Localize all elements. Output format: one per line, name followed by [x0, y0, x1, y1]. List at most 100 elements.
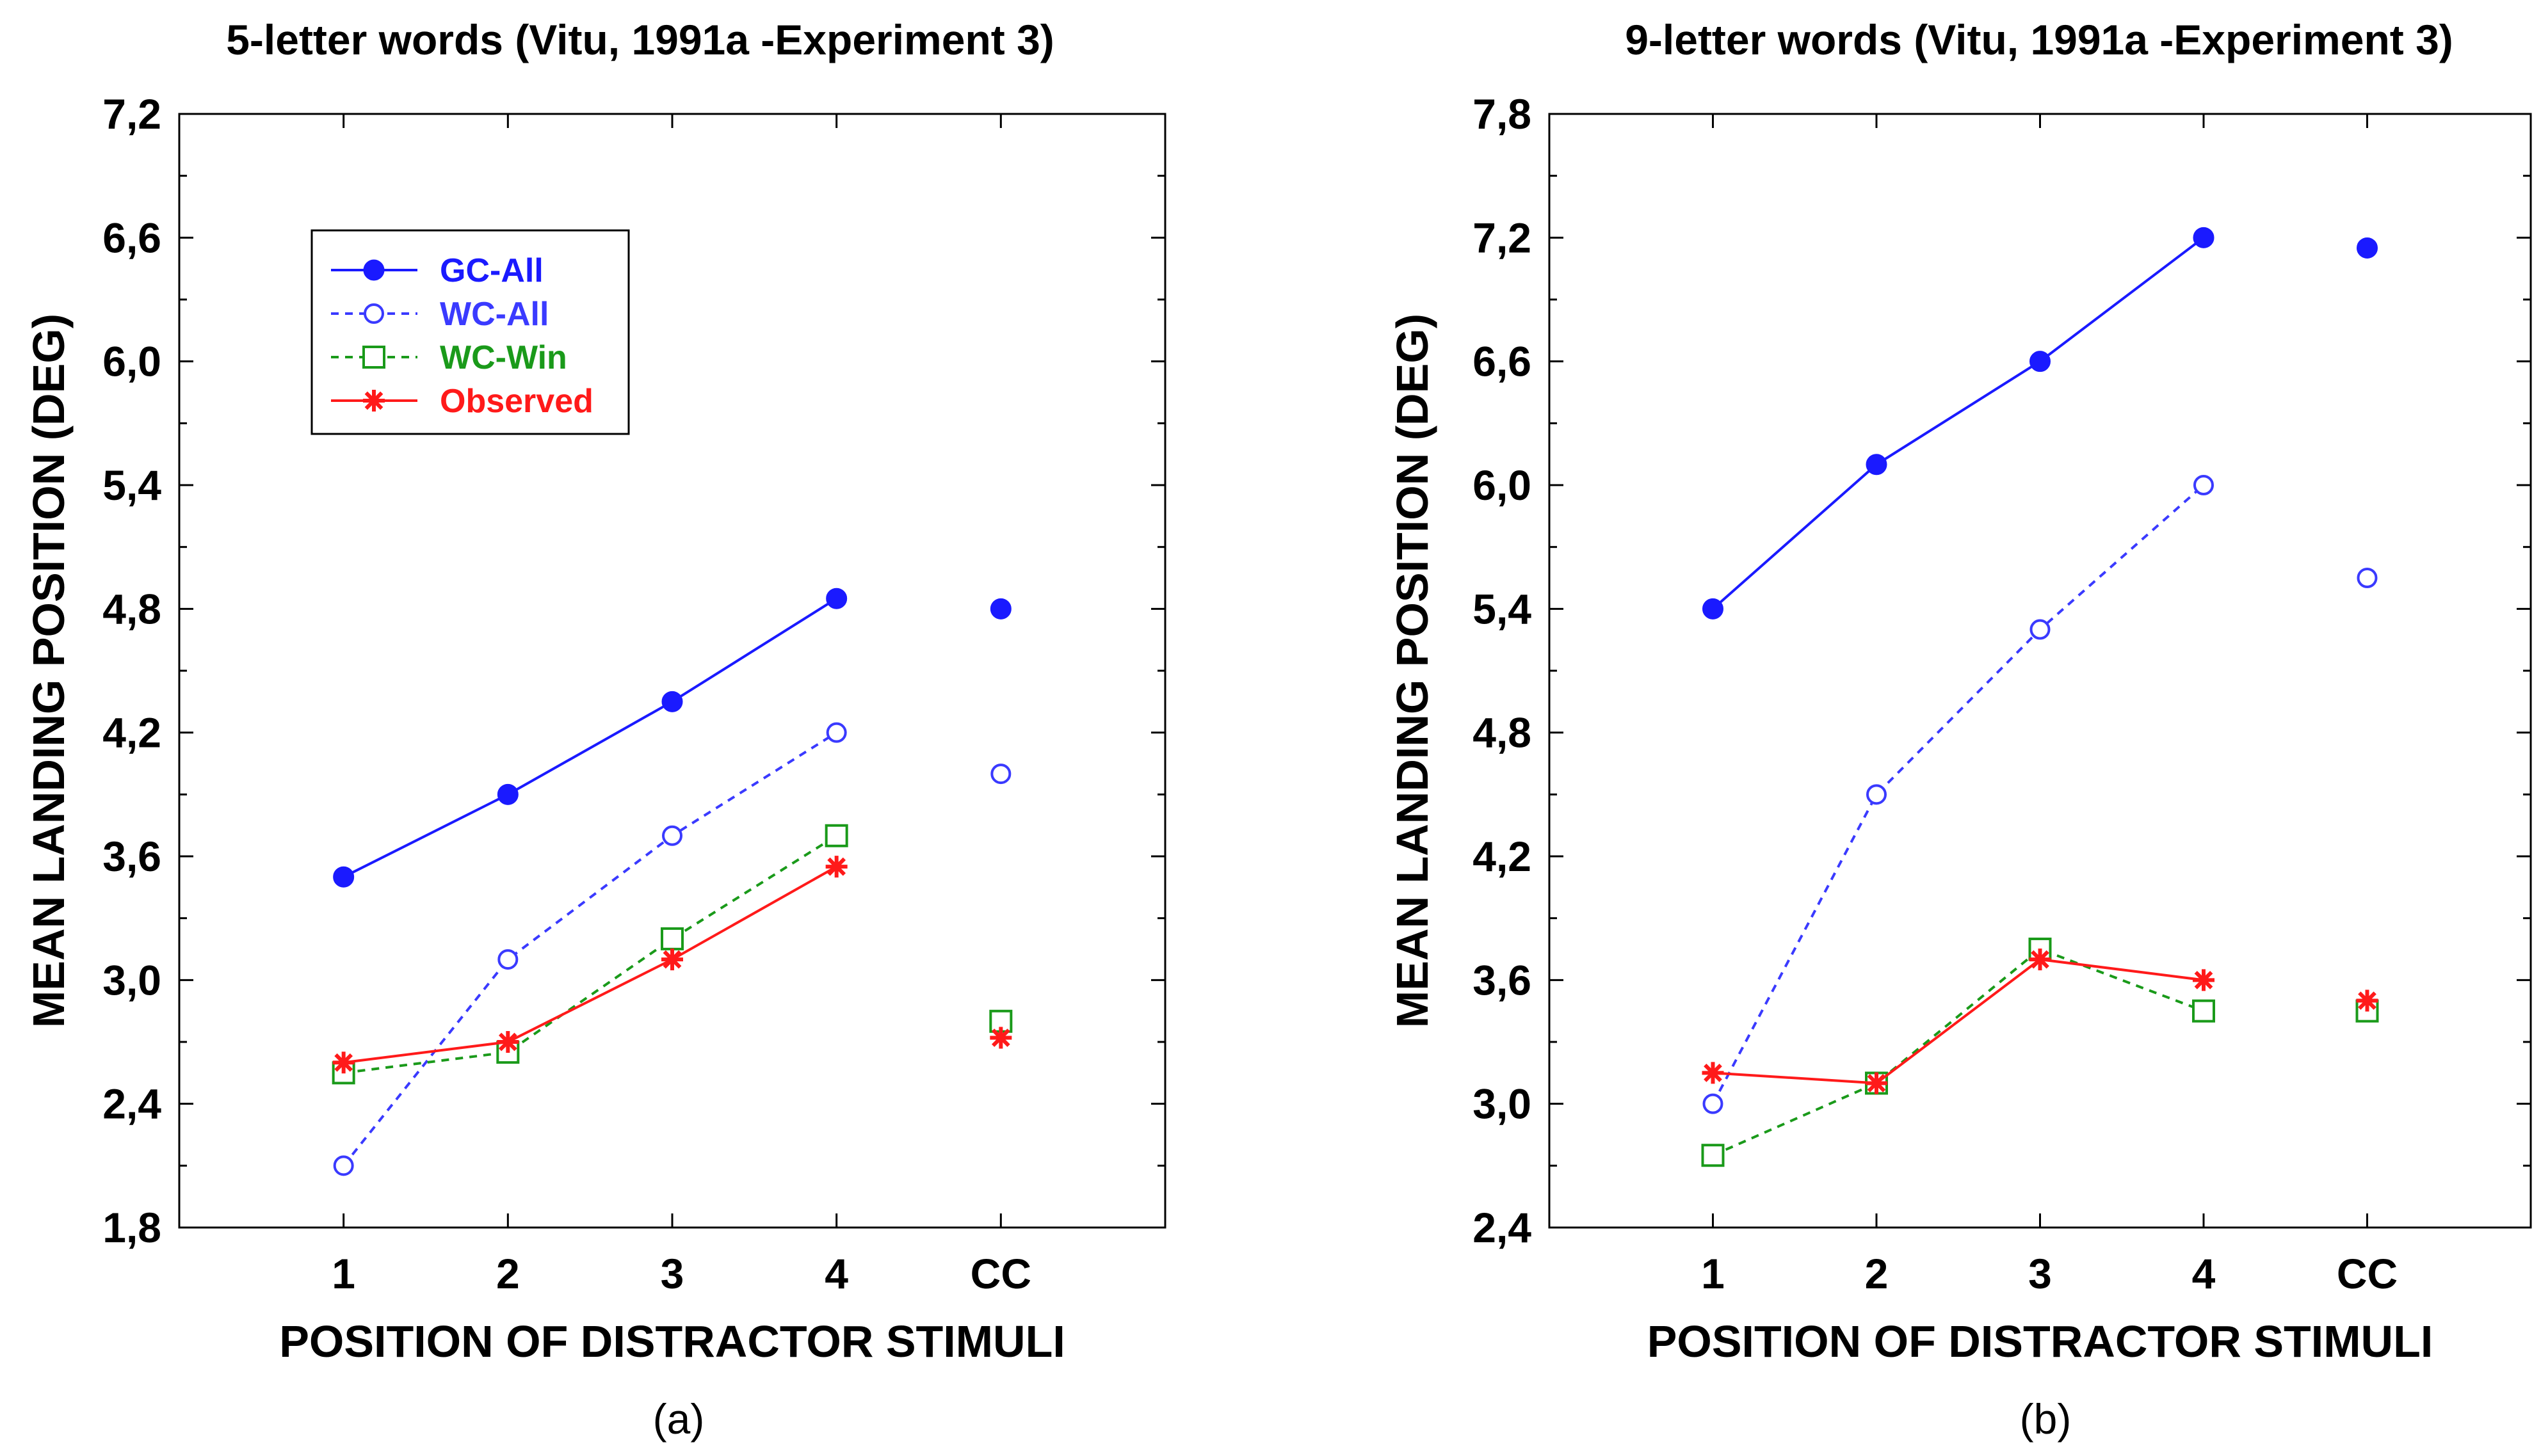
y-tick-label: 5,4	[102, 461, 161, 509]
data-point	[826, 588, 848, 609]
data-point	[1702, 1062, 1724, 1084]
plot-frame	[1548, 113, 2532, 1229]
data-point	[825, 856, 848, 878]
series-line	[1712, 236, 2205, 610]
series-line	[343, 835, 837, 1075]
data-point	[825, 824, 848, 847]
x-tick-label: CC	[971, 1250, 1031, 1297]
data-point	[332, 1052, 355, 1074]
series-line	[343, 597, 837, 879]
y-tick-label: 6,6	[102, 214, 161, 261]
legend-marker	[362, 346, 385, 369]
x-tick-label: CC	[2337, 1250, 2398, 1297]
series-line	[1712, 947, 2204, 1157]
data-point	[497, 783, 519, 805]
y-tick-label: 6,0	[1472, 461, 1531, 509]
series-observed	[1702, 948, 2378, 1094]
x-tick-label: 1	[1701, 1250, 1725, 1297]
data-point-cc	[990, 764, 1012, 785]
data-point	[2193, 969, 2214, 991]
x-tick-label: 3	[661, 1250, 684, 1297]
legend-marker	[364, 303, 384, 324]
series-wc-win	[1701, 938, 2379, 1167]
series-line	[343, 865, 837, 1064]
data-point-cc	[990, 1027, 1012, 1049]
y-tick-label: 7,2	[102, 90, 161, 138]
data-point	[497, 1031, 519, 1053]
series-line	[1711, 484, 2205, 1105]
series-line	[1713, 958, 2204, 1085]
series-gc-all	[1702, 227, 2378, 620]
legend-marker	[363, 259, 385, 281]
y-tick-label: 2,4	[1472, 1204, 1531, 1251]
y-tick-label: 2,4	[102, 1080, 161, 1128]
x-axis-label: POSITION OF DISTRACTOR STIMULI	[279, 1316, 1065, 1366]
chart-title: 5-letter words (Vitu, 1991a -Experiment …	[226, 16, 1054, 63]
data-point	[2192, 999, 2215, 1023]
chart-title: 9-letter words (Vitu, 1991a -Experiment …	[1625, 16, 2453, 63]
panel-label: (b)	[2020, 1395, 2072, 1443]
data-point-cc	[2356, 989, 2378, 1012]
x-tick-label: 1	[332, 1250, 355, 1297]
data-point	[661, 691, 683, 712]
panel-label: (a)	[653, 1395, 705, 1443]
data-point	[2193, 475, 2214, 495]
data-point	[2029, 619, 2051, 640]
series-gc-all	[333, 588, 1012, 888]
y-tick-label: 4,8	[102, 585, 161, 632]
data-point	[1866, 784, 1887, 805]
data-point	[1702, 598, 1723, 620]
data-point	[662, 825, 682, 846]
y-tick-label: 4,8	[1472, 709, 1531, 756]
data-point	[661, 948, 683, 971]
y-tick-label: 6,6	[1472, 338, 1531, 385]
y-axis-label: MEAN LANDING POSITION (DEG)	[1387, 314, 1437, 1028]
y-tick-label: 3,6	[1472, 956, 1531, 1004]
data-point	[333, 1155, 354, 1176]
data-point	[2029, 351, 2051, 372]
series-wc-all	[1702, 475, 2378, 1114]
legend-label: WC-All	[440, 296, 549, 333]
chart-panel-a: 5-letter words (Vitu, 1991a -Experiment …	[24, 16, 1166, 1443]
y-tick-label: 7,2	[1472, 214, 1531, 261]
data-point-cc	[2357, 568, 2378, 588]
legend-label: WC-Win	[440, 339, 567, 376]
data-point	[333, 866, 355, 888]
chart-panel-b: 9-letter words (Vitu, 1991a -Experiment …	[1387, 16, 2532, 1443]
legend-label: GC-All	[440, 252, 544, 289]
data-point	[661, 927, 684, 950]
series-wc-all	[333, 722, 1012, 1176]
y-tick-label: 7,8	[1472, 90, 1531, 138]
x-tick-label: 4	[2192, 1250, 2216, 1297]
x-tick-label: 2	[496, 1250, 520, 1297]
y-tick-label: 6,0	[102, 338, 161, 385]
y-tick-label: 3,0	[102, 956, 161, 1004]
data-point	[1866, 1072, 1887, 1094]
y-tick-label: 1,8	[102, 1204, 161, 1251]
data-point	[1701, 1144, 1725, 1167]
y-tick-label: 4,2	[102, 709, 161, 756]
data-point	[2193, 227, 2214, 248]
legend-label: Observed	[440, 383, 593, 420]
data-point	[826, 722, 847, 743]
data-point-cc	[2357, 237, 2378, 259]
y-tick-label: 3,0	[1472, 1080, 1531, 1128]
legend-marker	[363, 390, 385, 412]
x-tick-label: 2	[1865, 1250, 1889, 1297]
y-tick-label: 4,2	[1472, 833, 1531, 880]
x-tick-label: 4	[825, 1250, 848, 1297]
data-point	[497, 949, 519, 970]
series-observed	[332, 856, 1012, 1074]
legend: GC-All WC-All WC-Win Observed	[311, 229, 630, 435]
data-point	[1702, 1093, 1723, 1114]
data-point-cc	[990, 598, 1012, 620]
x-tick-label: 3	[2028, 1250, 2052, 1297]
x-axis-label: POSITION OF DISTRACTOR STIMULI	[1647, 1316, 2433, 1366]
y-axis-label: MEAN LANDING POSITION (DEG)	[24, 314, 74, 1028]
data-point	[2029, 948, 2051, 971]
series-line	[343, 731, 837, 1167]
y-tick-label: 3,6	[102, 833, 161, 880]
y-tick-label: 5,4	[1472, 585, 1531, 632]
data-point	[1866, 454, 1887, 476]
